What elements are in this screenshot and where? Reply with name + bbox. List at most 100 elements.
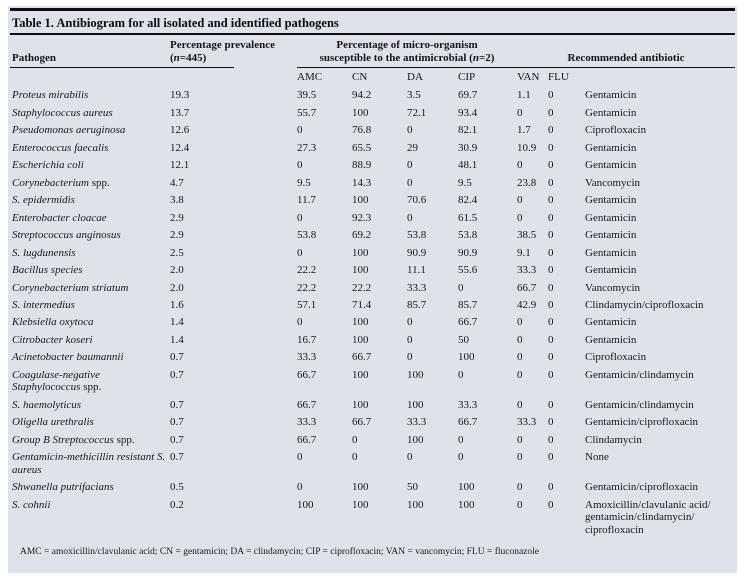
prevalence-cell: 1.6 xyxy=(170,299,184,311)
van-cell: 0 xyxy=(517,106,523,119)
cip-cell: 69.7 xyxy=(458,89,478,102)
recommended-cell: Gentamicin/​ciprofloxacin xyxy=(585,481,699,494)
cn-cell: 100 xyxy=(352,398,369,411)
amc-cell: 33.3 xyxy=(297,416,317,429)
prevalence-header-line1: Percentage prevalence xyxy=(170,39,275,51)
pathogen-cell: S. cohnii xyxy=(12,498,51,511)
van-cell: 1.1 xyxy=(517,89,531,102)
prevalence-cell: 2.9 xyxy=(170,229,184,242)
amc-cell: 27.3 xyxy=(297,141,317,154)
recommended-cell: Gentamicin xyxy=(585,89,637,102)
amc-cell: 0 xyxy=(297,451,303,464)
pathogen-cell: Shwanella putrifacians xyxy=(12,481,114,494)
recommended-header: Recommended antibiotic xyxy=(517,52,736,68)
cip-cell: 0 xyxy=(458,281,464,294)
table-row: S. epidermidis 3.8 11.7 100 70.6 82.4 0 0 Gentam… xyxy=(10,192,735,209)
table-row: Oligella urethralis 0.7 33.3 66.7 33.3 66.7 33… xyxy=(10,414,735,431)
cn-cell: 88.9 xyxy=(352,159,372,172)
pathogen-cell: Enterococcus faecalis xyxy=(12,141,109,154)
table-row: Citrobacter koseri 1.4 16.7 100 0 50 0 0 Gentami… xyxy=(10,332,735,349)
amc-cell: 16.7 xyxy=(297,333,317,346)
cip-cell: 100 xyxy=(458,481,475,494)
cip-cell: 85.7 xyxy=(458,299,478,311)
table-row: Enterococcus faecalis 12.4 27.3 65.5 29 30.9 1… xyxy=(10,139,735,156)
da-cell: 0 xyxy=(407,333,413,346)
recommended-cell: Gentamicin/​clindamycin xyxy=(585,398,694,411)
prevalence-cell: 0.7 xyxy=(170,433,184,446)
recommended-cell: Clindamycin xyxy=(585,433,642,446)
cip-cell: 30.9 xyxy=(458,141,478,154)
prevalence-cell: 2.0 xyxy=(170,264,184,277)
da-cell: 0 xyxy=(407,451,413,464)
flu-cell: 0 xyxy=(548,451,554,464)
van-cell: 0 xyxy=(517,351,523,364)
da-cell: 100 xyxy=(407,433,424,446)
flu-cell: 0 xyxy=(548,498,554,511)
recommended-cell: Gentamicin xyxy=(585,229,637,242)
da-cell: 85.7 xyxy=(407,299,427,311)
prevalence-cell: 3.8 xyxy=(170,194,184,207)
flu-cell: 0 xyxy=(548,89,554,102)
da-cell: 0 xyxy=(407,159,413,172)
da-cell: 0 xyxy=(407,176,413,189)
cn-cell: 0 xyxy=(352,451,358,464)
table-row: Coagulase-negative Staphylococcus spp. 0.… xyxy=(10,367,735,397)
prevalence-header-line2: (n=445) xyxy=(170,52,297,68)
cn-cell: 100 xyxy=(352,368,369,381)
amc-cell: 53.8 xyxy=(297,229,317,242)
amc-cell: 0 xyxy=(297,124,303,137)
pathogen-header-spacer xyxy=(10,35,170,52)
cip-cell: 48.1 xyxy=(458,159,478,172)
flu-cell: 0 xyxy=(548,246,554,259)
van-cell: 0 xyxy=(517,498,523,511)
da-cell: 33.3 xyxy=(407,416,427,429)
pathogen-cell: Enterobacter cloacae xyxy=(12,211,107,224)
pathogen-cell: Citrobacter koseri xyxy=(12,333,93,346)
cn-cell: 69.2 xyxy=(352,229,372,242)
van-cell: 0 xyxy=(517,451,523,464)
cip-column-header: CIP xyxy=(458,71,476,83)
recommended-cell: Gentamicin xyxy=(585,264,637,277)
prevalence-cell: 0.7 xyxy=(170,416,184,429)
recommended-cell: Ciprofloxacin xyxy=(585,351,647,364)
pathogen-cell: Klebsiella oxytoca xyxy=(12,316,94,329)
da-cell: 11.1 xyxy=(407,264,426,277)
van-cell: 33.3 xyxy=(517,416,537,429)
recommended-cell: Gentamicin xyxy=(585,106,637,119)
amc-cell: 0 xyxy=(297,481,303,494)
van-cell: 42.9 xyxy=(517,299,537,311)
amc-cell: 66.7 xyxy=(297,433,317,446)
pathogen-cell: Gentamicin-methicillin resistant S. aure… xyxy=(12,451,166,476)
flu-cell: 0 xyxy=(548,481,554,494)
amc-cell: 33.3 xyxy=(297,351,317,364)
prevalence-cell: 0.7 xyxy=(170,451,184,464)
subheader-spacer-pathogen xyxy=(10,68,170,87)
cip-cell: 66.7 xyxy=(458,416,478,429)
da-cell: 3.5 xyxy=(407,89,421,102)
recommended-cell: Gentamicin xyxy=(585,211,637,224)
flu-cell: 0 xyxy=(548,106,554,119)
prevalence-cell: 2.0 xyxy=(170,281,184,294)
cn-cell: 100 xyxy=(352,264,369,277)
pathogen-cell: Bacillus species xyxy=(12,264,83,277)
recommended-header-spacer xyxy=(517,35,735,52)
prevalence-cell: 0.2 xyxy=(170,498,184,511)
da-cell: 0 xyxy=(407,124,413,137)
van-cell: 0 xyxy=(517,316,523,329)
flu-cell: 0 xyxy=(548,416,554,429)
van-cell: 1.7 xyxy=(517,124,531,137)
van-cell: 0 xyxy=(517,433,523,446)
pathogen-cell: Streptococcus anginosus xyxy=(12,229,121,242)
table-header: Percentage prevalence Percentage of micr… xyxy=(10,35,736,87)
recommended-cell: Gentamicin xyxy=(585,333,637,346)
da-cell: 53.8 xyxy=(407,229,427,242)
flu-cell: 0 xyxy=(548,229,554,242)
table-row: Corynebacterium spp. 4.7 9.5 14.3 0 9.5 23.8 0 V… xyxy=(10,174,735,191)
amc-cell: 55.7 xyxy=(297,106,317,119)
table-row: Klebsiella oxytoca 1.4 0 100 0 66.7 0 0 Gentamic… xyxy=(10,314,735,331)
cip-cell: 55.6 xyxy=(458,264,478,277)
flu-cell: 0 xyxy=(548,141,554,154)
cn-cell: 100 xyxy=(352,316,369,329)
pathogen-cell: Pseudomonas aeruginosa xyxy=(12,124,126,137)
amc-cell: 9.5 xyxy=(297,176,311,189)
